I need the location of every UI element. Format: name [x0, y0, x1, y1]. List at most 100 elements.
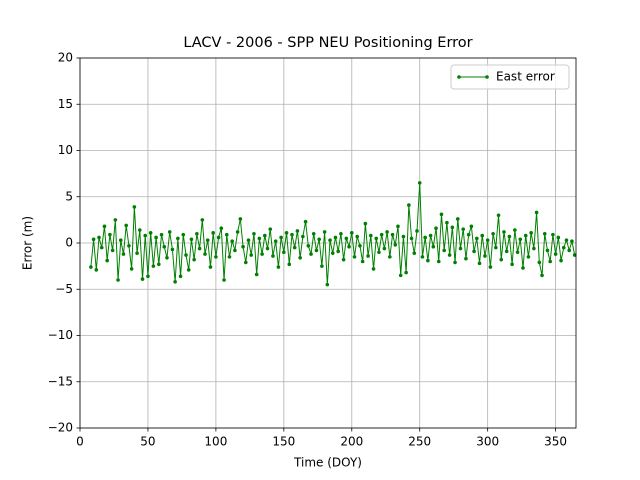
data-point	[393, 243, 398, 247]
data-point	[404, 270, 408, 275]
data-point	[464, 256, 468, 261]
data-point	[97, 235, 101, 240]
data-point	[349, 231, 354, 235]
data-point	[211, 231, 215, 235]
data-point	[388, 255, 392, 259]
y-tick-label: −5	[55, 282, 73, 296]
data-point	[254, 272, 259, 277]
legend: East error	[450, 64, 570, 90]
legend-marker	[457, 75, 461, 79]
data-point	[510, 262, 514, 267]
data-point	[485, 238, 490, 243]
data-point	[330, 251, 335, 255]
data-point	[453, 260, 457, 265]
data-point	[129, 267, 134, 271]
data-point	[135, 251, 139, 255]
data-point	[559, 258, 563, 263]
data-point	[197, 246, 202, 251]
data-point	[263, 233, 267, 238]
data-point	[379, 232, 384, 237]
legend-marker	[485, 75, 489, 79]
data-point	[369, 233, 373, 238]
data-point	[540, 273, 544, 278]
data-point	[227, 255, 232, 259]
data-point	[445, 220, 449, 225]
data-point	[208, 265, 213, 269]
data-point	[423, 235, 427, 240]
data-point	[298, 255, 302, 260]
data-point	[450, 225, 455, 230]
data-point	[203, 252, 207, 256]
data-point	[162, 244, 167, 249]
data-point	[564, 238, 569, 243]
data-point	[344, 236, 349, 241]
data-point	[412, 251, 417, 255]
data-point	[333, 235, 338, 240]
data-point	[515, 250, 520, 255]
data-point	[529, 231, 533, 235]
data-point	[159, 232, 164, 237]
data-point	[137, 228, 142, 232]
data-point	[521, 266, 525, 270]
data-point	[477, 261, 482, 266]
data-point	[176, 236, 180, 241]
data-point	[186, 268, 191, 272]
data-point	[224, 232, 229, 237]
data-point	[108, 232, 112, 237]
data-point	[358, 243, 362, 248]
data-point	[195, 231, 199, 236]
data-point	[121, 252, 126, 256]
data-point	[561, 245, 566, 250]
data-point	[325, 282, 330, 287]
data-point	[143, 233, 148, 238]
data-point	[366, 254, 370, 258]
data-point	[273, 239, 278, 243]
data-point	[480, 233, 485, 238]
data-point	[311, 231, 316, 236]
data-point	[420, 255, 425, 259]
data-point	[265, 246, 270, 251]
data-point	[466, 232, 471, 237]
data-point	[360, 259, 365, 264]
data-point	[219, 226, 224, 230]
data-point	[314, 248, 319, 253]
data-point	[89, 265, 93, 269]
data-point	[205, 238, 210, 243]
data-point	[542, 231, 547, 236]
data-point	[165, 255, 169, 260]
data-point	[439, 212, 444, 217]
x-axis-label: Time (DOY)	[293, 456, 362, 470]
data-point	[469, 224, 474, 229]
data-point	[488, 265, 493, 269]
data-point	[284, 231, 289, 235]
data-point	[189, 237, 194, 242]
data-point	[252, 231, 256, 236]
data-point	[534, 210, 539, 215]
data-point	[382, 246, 387, 251]
data-point	[94, 268, 99, 272]
plot-frame	[79, 57, 577, 429]
data-point	[458, 246, 463, 251]
data-point	[504, 249, 509, 254]
data-point	[390, 232, 395, 237]
data-point	[241, 244, 245, 249]
y-tick-label: 0	[65, 236, 73, 250]
data-point	[178, 274, 183, 279]
data-point	[328, 238, 332, 243]
data-point	[233, 248, 237, 253]
data-point	[216, 235, 221, 240]
x-tick-label: 150	[272, 435, 295, 449]
data-point	[230, 239, 234, 243]
data-point	[339, 231, 343, 236]
data-point	[496, 213, 501, 218]
x-tick-label: 250	[408, 435, 431, 449]
data-point	[442, 248, 446, 253]
data-point	[170, 247, 175, 252]
data-point	[116, 278, 120, 282]
data-point	[355, 234, 360, 239]
data-point	[238, 217, 243, 221]
y-tick-label: 5	[65, 189, 73, 203]
data-point	[409, 236, 414, 241]
data-point	[532, 246, 536, 251]
